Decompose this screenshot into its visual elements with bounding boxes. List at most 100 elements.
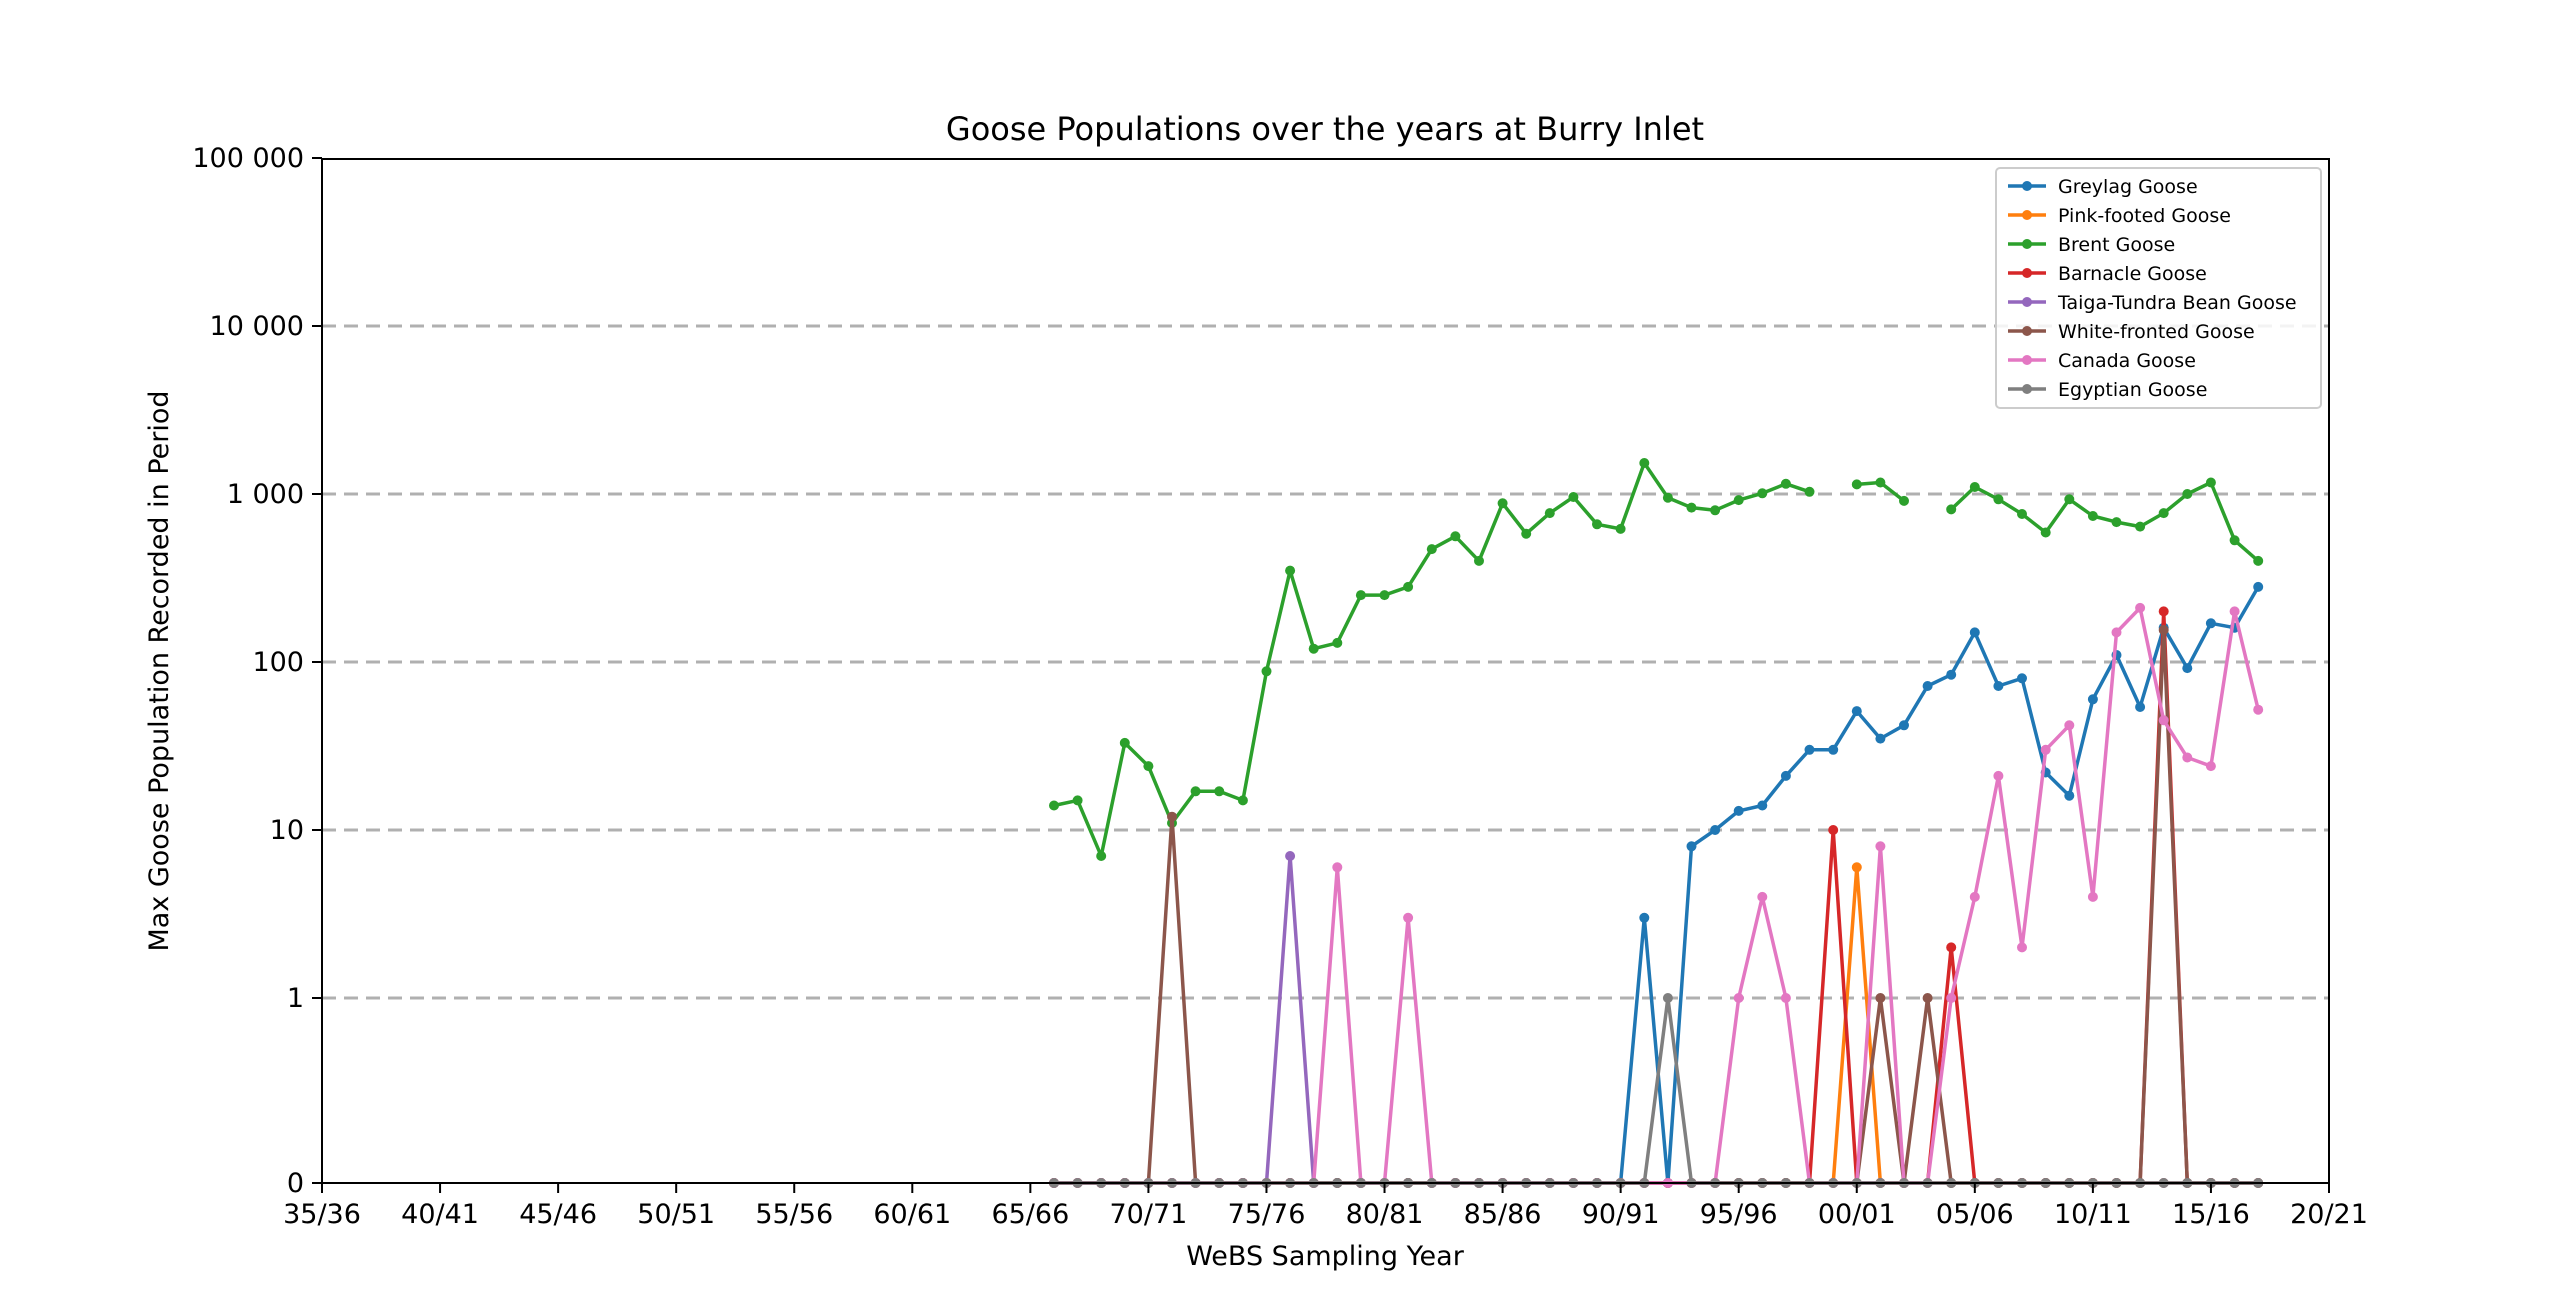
- legend-swatch-marker: [2022, 268, 2032, 278]
- x-tick-label: 35/36: [283, 1199, 361, 1230]
- data-point: [1686, 841, 1697, 852]
- data-point: [1143, 761, 1154, 772]
- legend-label: White-fronted Goose: [2058, 321, 2255, 343]
- chart-title: Goose Populations over the years at Burr…: [946, 110, 1704, 148]
- data-point: [2229, 535, 2240, 546]
- data-point: [2135, 702, 2146, 712]
- data-point: [2017, 673, 2027, 684]
- data-point: [1804, 744, 1815, 755]
- x-tick-label: 85/86: [1464, 1199, 1542, 1230]
- data-point: [2064, 720, 2075, 731]
- grid-lines: [322, 324, 2329, 1000]
- data-point: [1285, 565, 1296, 576]
- data-point: [1426, 544, 1437, 555]
- data-point: [1119, 737, 1130, 748]
- data-point: [1875, 733, 1886, 744]
- data-point: [2182, 752, 2193, 763]
- data-point: [2253, 704, 2264, 715]
- y-tick-label: 10 000: [210, 311, 304, 342]
- data-point: [1946, 504, 1957, 515]
- data-point: [1497, 498, 1508, 509]
- x-tick-label: 95/96: [1700, 1199, 1778, 1230]
- data-point: [1332, 862, 1343, 873]
- data-point: [1804, 486, 1815, 497]
- data-point: [1403, 912, 1414, 923]
- data-point: [1662, 492, 1673, 503]
- data-point: [1875, 477, 1886, 488]
- data-point: [1285, 851, 1296, 861]
- data-point: [1757, 488, 1768, 499]
- x-tick-label: 90/91: [1582, 1199, 1660, 1230]
- data-point: [1946, 993, 1957, 1003]
- data-point: [2253, 581, 2264, 592]
- data-point: [1355, 590, 1366, 601]
- x-tick-label: 15/16: [2172, 1199, 2250, 1230]
- data-point: [2229, 606, 2240, 617]
- y-tick-label: 100 000: [192, 143, 304, 174]
- legend-swatch-marker: [2022, 384, 2032, 394]
- data-point: [1615, 523, 1626, 534]
- data-point: [1686, 502, 1697, 513]
- legend-label: Pink-footed Goose: [2058, 205, 2231, 227]
- data-point: [1639, 912, 1650, 923]
- y-axis-label: Max Goose Population Recorded in Period: [144, 390, 175, 951]
- legend-swatch-marker: [2022, 326, 2032, 336]
- data-point: [1969, 891, 1980, 902]
- x-tick-label: 75/76: [1228, 1199, 1306, 1230]
- data-point: [1899, 720, 1909, 731]
- data-point: [1922, 681, 1933, 691]
- data-point: [1946, 669, 1957, 680]
- x-tick-label: 60/61: [873, 1199, 951, 1230]
- x-tick-label: 55/56: [755, 1199, 833, 1230]
- data-point: [1592, 519, 1602, 530]
- data-point: [1403, 581, 1414, 592]
- data-point: [1757, 891, 1768, 902]
- data-point: [1261, 666, 1272, 677]
- data-point: [2135, 521, 2146, 532]
- data-point: [1969, 482, 1980, 492]
- data-point: [2158, 715, 2169, 726]
- x-tick-label: 20/21: [2290, 1199, 2368, 1230]
- data-point: [1167, 811, 1177, 822]
- legend-label: Taiga-Tundra Bean Goose: [2057, 292, 2297, 314]
- series-brent-goose: [1049, 458, 2264, 861]
- data-point: [2205, 477, 2216, 488]
- plot-frame: [321, 158, 2330, 1184]
- data-point: [1332, 637, 1343, 648]
- legend-swatch-marker: [2022, 210, 2032, 220]
- legend-swatch-marker: [2022, 181, 2032, 191]
- data-point: [1733, 993, 1744, 1003]
- data-point: [2182, 663, 2193, 674]
- data-point: [2017, 942, 2027, 953]
- data-point: [1733, 495, 1744, 506]
- data-point: [1049, 800, 1059, 811]
- data-point: [2040, 527, 2051, 538]
- data-point: [1828, 744, 1839, 755]
- x-tick-label: 05/06: [1936, 1199, 2014, 1230]
- x-tick-label: 80/81: [1346, 1199, 1424, 1230]
- data-point: [1993, 681, 2004, 691]
- data-point: [1851, 479, 1862, 490]
- data-point: [1096, 851, 1107, 861]
- data-point: [2087, 511, 2098, 521]
- data-point: [1190, 786, 1201, 797]
- data-point: [1639, 458, 1650, 468]
- x-tick-label: 70/71: [1110, 1199, 1188, 1230]
- y-axis-ticks: 0 1 10 100 1 000 10 000 100 000: [192, 143, 322, 1199]
- data-point: [2253, 555, 2264, 566]
- y-tick-label: 0: [287, 1168, 304, 1199]
- x-axis-label: WeBS Sampling Year: [1186, 1241, 1465, 1272]
- data-point: [1899, 495, 1909, 506]
- x-tick-label: 45/46: [519, 1199, 597, 1230]
- data-point: [2205, 761, 2216, 772]
- legend: Greylag Goose Pink-footed Goose Brent Goos…: [1995, 167, 2322, 409]
- data-point: [1875, 841, 1886, 852]
- legend-label: Egyptian Goose: [2058, 379, 2207, 401]
- x-tick-label: 50/51: [637, 1199, 715, 1230]
- data-point: [1474, 555, 1484, 566]
- data-point: [1993, 770, 2004, 781]
- legend-box: [1995, 167, 2322, 409]
- data-point: [1828, 825, 1839, 835]
- y-tick-label: 100: [252, 647, 304, 678]
